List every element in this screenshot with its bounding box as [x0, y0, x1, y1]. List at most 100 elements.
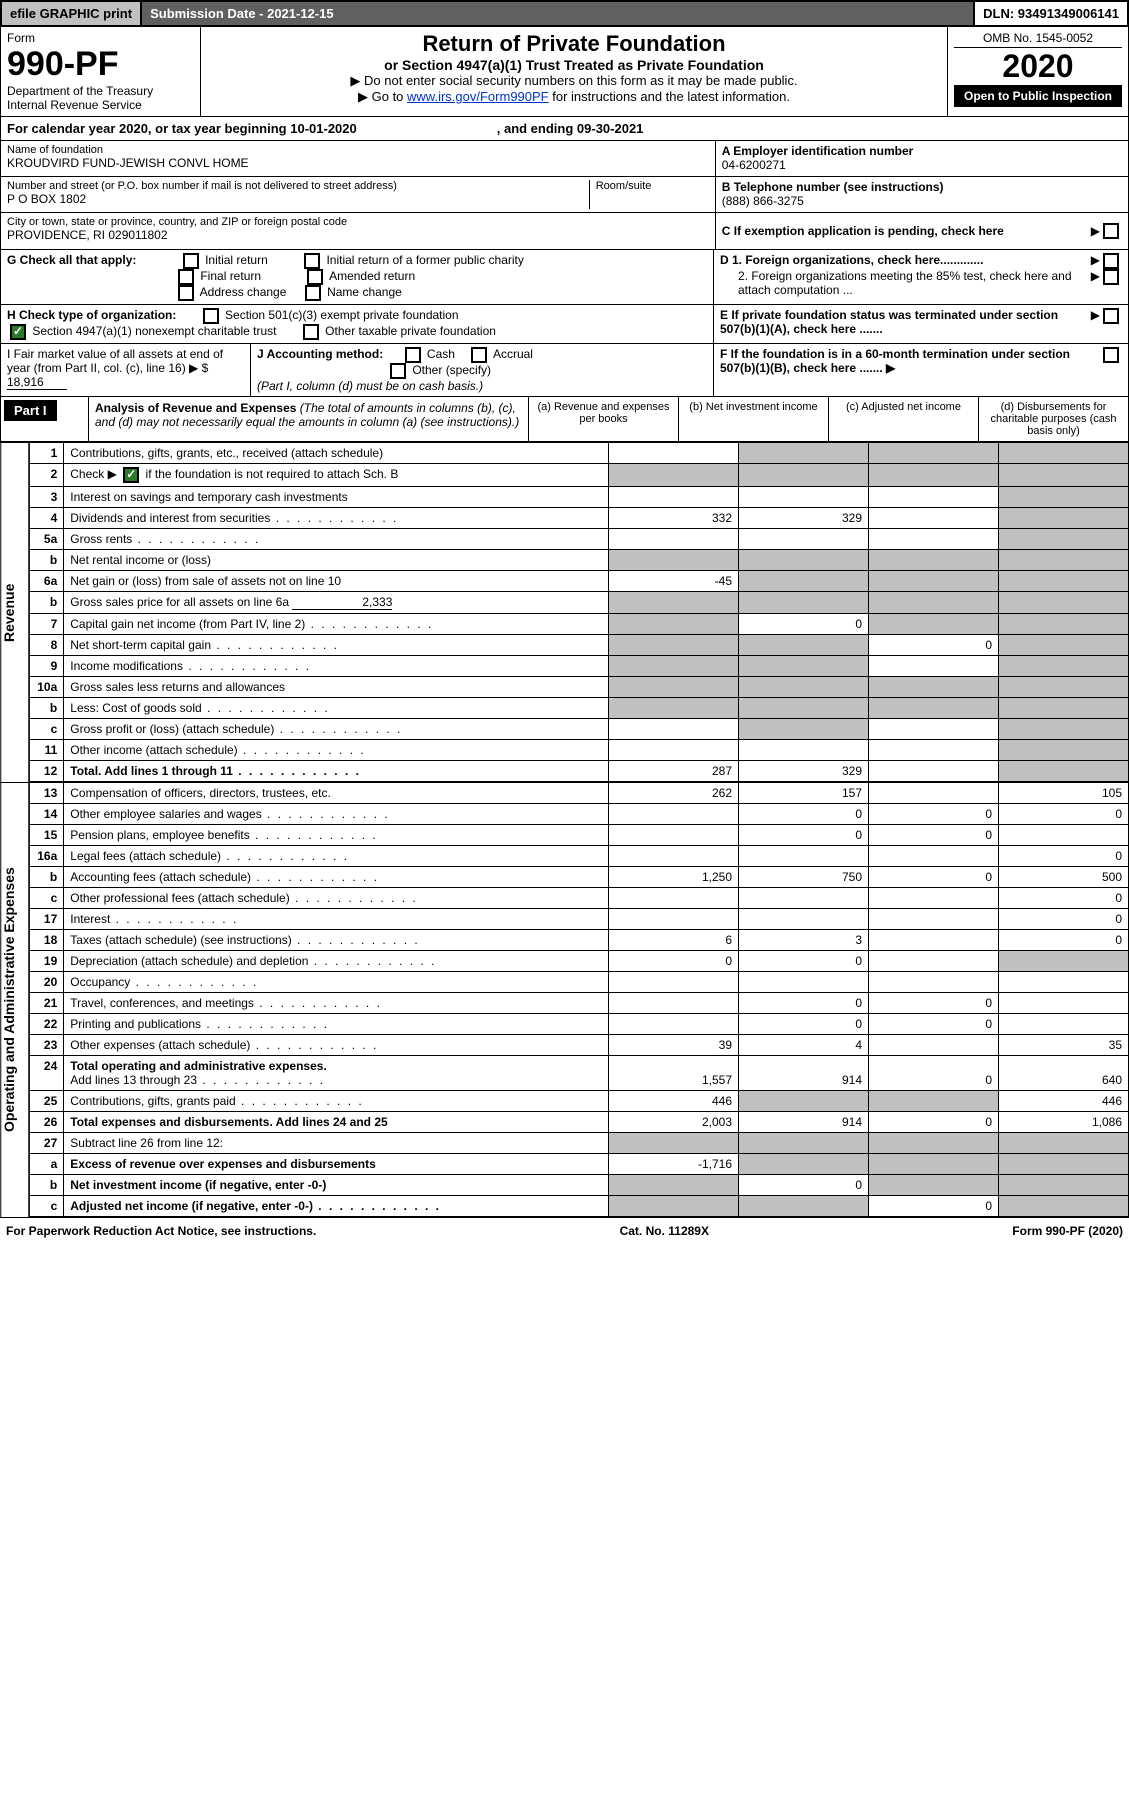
row-g-d: G Check all that apply: Initial return I…: [0, 250, 1129, 305]
l13-desc: Compensation of officers, directors, tru…: [64, 783, 609, 804]
l12-desc: Total. Add lines 1 through 11: [64, 761, 609, 782]
form-label: Form: [7, 31, 194, 45]
l4b: 329: [739, 508, 869, 529]
h-label: H Check type of organization:: [7, 308, 176, 322]
col-c-header: (c) Adjusted net income: [829, 397, 979, 441]
ein-label: A Employer identification number: [722, 144, 1122, 158]
l9-desc: Income modifications: [64, 656, 609, 677]
room-label: Room/suite: [596, 180, 709, 192]
l24-desc: Total operating and administrative expen…: [64, 1056, 609, 1091]
address: P O BOX 1802: [7, 192, 589, 206]
l8-desc: Net short-term capital gain: [64, 635, 609, 656]
irs-link[interactable]: www.irs.gov/Form990PF: [407, 89, 549, 104]
l17-desc: Interest: [64, 909, 609, 930]
expenses-label: Operating and Administrative Expenses: [0, 782, 29, 1217]
part1-label: Part I: [4, 400, 57, 421]
footer-mid: Cat. No. 11289X: [620, 1224, 709, 1238]
c-checkbox[interactable]: [1103, 223, 1119, 239]
l19-desc: Depreciation (attach schedule) and deple…: [64, 951, 609, 972]
d1-checkbox[interactable]: [1103, 253, 1119, 269]
tax-year: 2020: [954, 48, 1122, 85]
irs: Internal Revenue Service: [7, 98, 194, 112]
j-label: J Accounting method:: [257, 347, 383, 361]
g-name[interactable]: [305, 285, 321, 301]
l23-desc: Other expenses (attach schedule): [64, 1035, 609, 1056]
l2-desc: Check ▶ if the foundation is not require…: [64, 464, 609, 487]
city-label: City or town, state or province, country…: [7, 216, 709, 228]
part1-header: Part I Analysis of Revenue and Expenses …: [0, 397, 1129, 442]
submission-date: Submission Date - 2021-12-15: [142, 2, 975, 25]
l16b-desc: Accounting fees (attach schedule): [64, 867, 609, 888]
f-label: F If the foundation is in a 60-month ter…: [720, 347, 1070, 375]
j-cash[interactable]: [405, 347, 421, 363]
h-other[interactable]: [303, 324, 319, 340]
note-2: ▶ Go to www.irs.gov/Form990PF for instru…: [207, 89, 941, 105]
expenses-section: Operating and Administrative Expenses 13…: [0, 782, 1129, 1217]
g-initial[interactable]: [183, 253, 199, 269]
l2-checkbox[interactable]: [123, 467, 139, 483]
calendar-year-line: For calendar year 2020, or tax year begi…: [0, 117, 1129, 141]
l4a: 332: [609, 508, 739, 529]
l5a-desc: Gross rents: [64, 529, 609, 550]
l8c: 0: [869, 635, 999, 656]
l11-desc: Other income (attach schedule): [64, 740, 609, 761]
l7b: 0: [739, 614, 869, 635]
ein: 04-6200271: [722, 158, 1122, 172]
l22-desc: Printing and publications: [64, 1014, 609, 1035]
h-4947[interactable]: [10, 324, 26, 340]
g-final[interactable]: [178, 269, 194, 285]
i-label: I Fair market value of all assets at end…: [7, 347, 223, 375]
l12b: 329: [739, 761, 869, 782]
top-bar: efile GRAPHIC print Submission Date - 20…: [0, 0, 1129, 27]
fmv-value: 18,916: [7, 375, 67, 390]
phone-label: B Telephone number (see instructions): [722, 180, 1122, 194]
l6a-desc: Net gain or (loss) from sale of assets n…: [64, 571, 609, 592]
dln: DLN: 93491349006141: [975, 2, 1127, 25]
j-accrual[interactable]: [471, 347, 487, 363]
e-checkbox[interactable]: [1103, 308, 1119, 324]
j-note: (Part I, column (d) must be on cash basi…: [257, 379, 483, 393]
l25-desc: Contributions, gifts, grants paid: [64, 1091, 609, 1112]
info-grid: Name of foundation KROUDVIRD FUND-JEWISH…: [0, 141, 1129, 250]
e-label: E If private foundation status was termi…: [720, 308, 1058, 336]
revenue-label: Revenue: [0, 442, 29, 782]
g-address[interactable]: [178, 285, 194, 301]
j-other[interactable]: [390, 363, 406, 379]
l7-desc: Capital gain net income (from Part IV, l…: [64, 614, 609, 635]
form-subtitle: or Section 4947(a)(1) Trust Treated as P…: [207, 57, 941, 73]
l12a: 287: [609, 761, 739, 782]
expenses-table: 13Compensation of officers, directors, t…: [29, 782, 1129, 1217]
phone: (888) 866-3275: [722, 194, 1122, 208]
foundation-name: KROUDVIRD FUND-JEWISH CONVL HOME: [7, 156, 709, 170]
form-title: Return of Private Foundation: [207, 31, 941, 57]
open-to-public: Open to Public Inspection: [954, 85, 1122, 107]
l20-desc: Occupancy: [64, 972, 609, 993]
l16a-desc: Legal fees (attach schedule): [64, 846, 609, 867]
efile-label[interactable]: efile GRAPHIC print: [2, 2, 142, 25]
col-d-header: (d) Disbursements for charitable purpose…: [979, 397, 1128, 441]
g-initial-former[interactable]: [304, 253, 320, 269]
d2-label: 2. Foreign organizations meeting the 85%…: [720, 269, 1091, 297]
l26-desc: Total expenses and disbursements. Add li…: [64, 1112, 609, 1133]
l4-desc: Dividends and interest from securities: [64, 508, 609, 529]
g-amended[interactable]: [307, 269, 323, 285]
l27a-desc: Excess of revenue over expenses and disb…: [64, 1154, 609, 1175]
col-a-header: (a) Revenue and expenses per books: [529, 397, 679, 441]
l27b-desc: Net investment income (if negative, ente…: [64, 1175, 609, 1196]
d2-checkbox[interactable]: [1103, 269, 1119, 285]
name-label: Name of foundation: [7, 144, 709, 156]
g-block: G Check all that apply: Initial return I…: [7, 253, 707, 301]
form-number: 990-PF: [7, 45, 194, 84]
note-1: ▶ Do not enter social security numbers o…: [207, 73, 941, 89]
city-state-zip: PROVIDENCE, RI 029011802: [7, 228, 709, 242]
h-501c3[interactable]: [203, 308, 219, 324]
footer-right: Form 990-PF (2020): [1012, 1224, 1123, 1238]
l16c-desc: Other professional fees (attach schedule…: [64, 888, 609, 909]
part1-title: Analysis of Revenue and Expenses: [95, 401, 296, 415]
addr-label: Number and street (or P.O. box number if…: [7, 180, 589, 192]
l3-desc: Interest on savings and temporary cash i…: [64, 487, 609, 508]
row-i-j-f: I Fair market value of all assets at end…: [0, 344, 1129, 397]
form-header: Form 990-PF Department of the Treasury I…: [0, 27, 1129, 117]
l10a-desc: Gross sales less returns and allowances: [64, 677, 609, 698]
f-checkbox[interactable]: [1103, 347, 1119, 363]
